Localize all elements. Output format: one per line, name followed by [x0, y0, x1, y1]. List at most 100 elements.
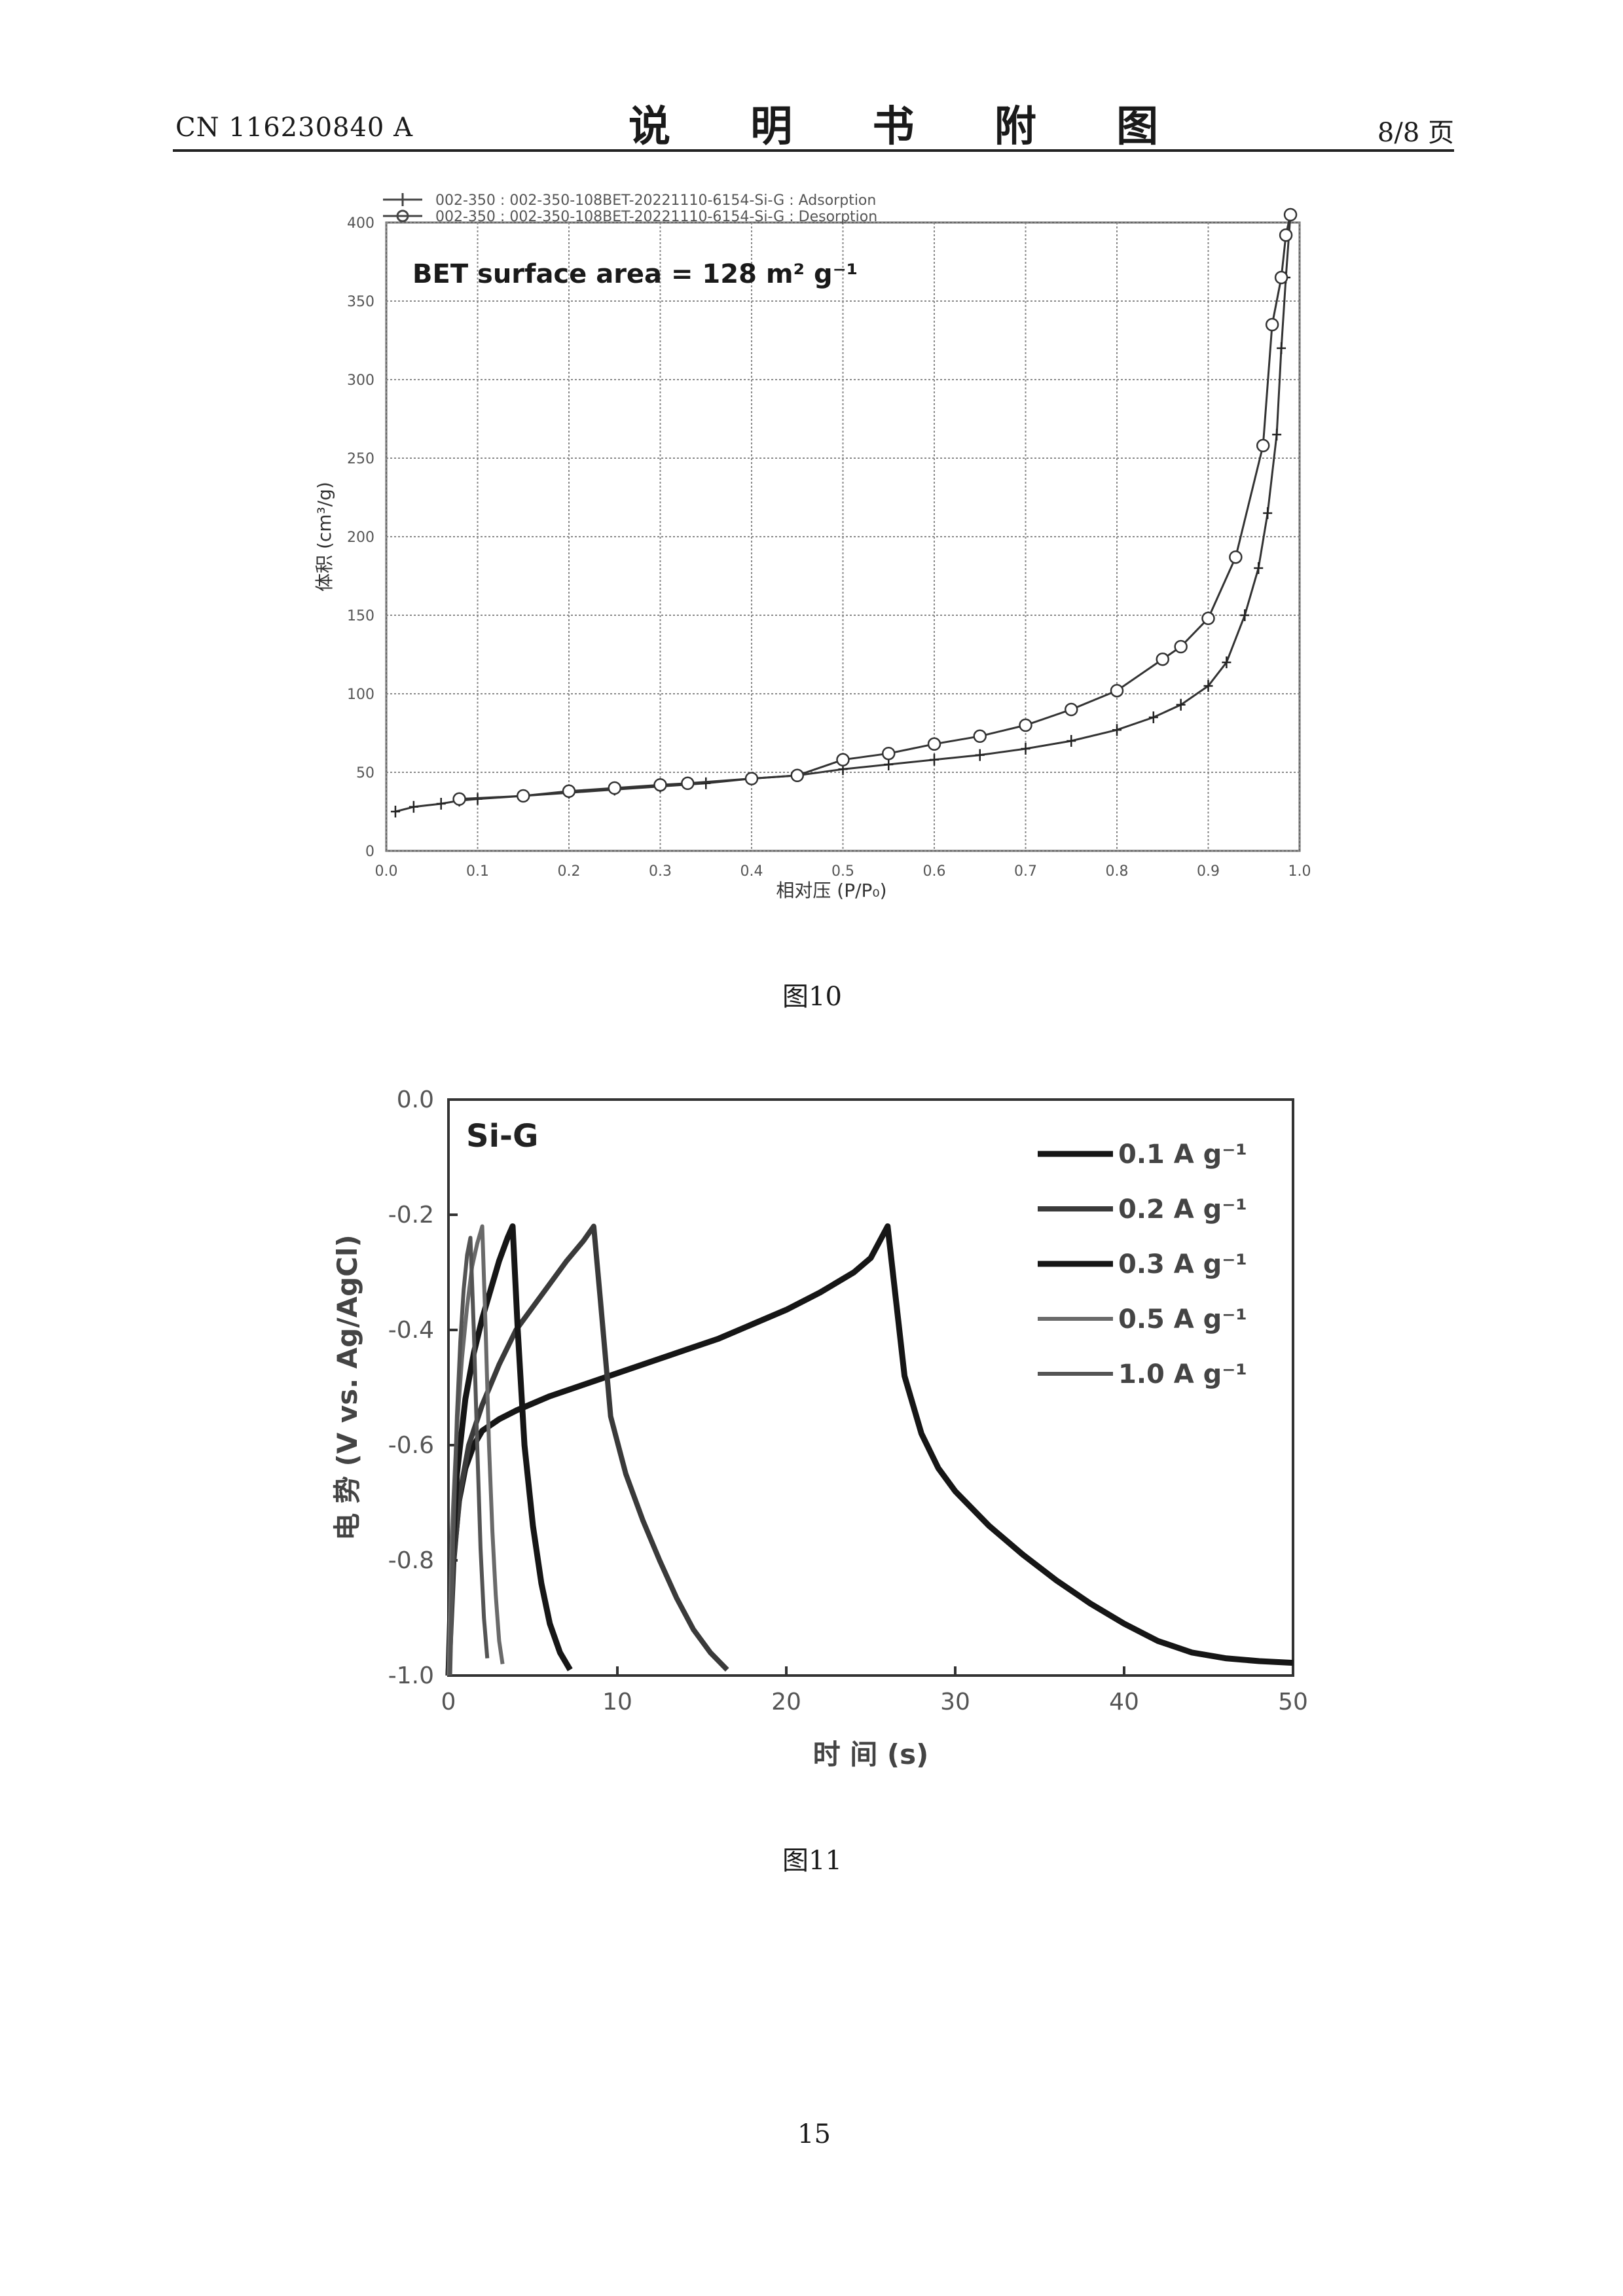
data-point — [882, 746, 896, 761]
y-tick-label: -0.4 — [388, 1317, 434, 1344]
data-point — [836, 753, 850, 767]
legend-entry: 0.5 A g⁻¹ — [1118, 1304, 1247, 1335]
figure-10-bet-isotherm: 0.0 0.1 0.2 0.3 0.4 0.5 0.6 0.7 0.8 0.9 1.0 0 50 100 1… — [314, 192, 1311, 901]
x-tick-label: 0.0 — [375, 863, 398, 880]
data-point — [1156, 652, 1169, 666]
x-tick-label: 0.3 — [649, 863, 672, 880]
data-point — [884, 759, 894, 770]
data-point — [1148, 711, 1158, 723]
legend-entry: 1.0 A g⁻¹ — [1118, 1359, 1247, 1390]
y-tick-label: -0.8 — [388, 1547, 434, 1574]
data-point — [1263, 507, 1273, 519]
data-point — [1272, 429, 1282, 440]
data-point — [608, 781, 621, 795]
series-line-1 — [445, 1223, 1294, 1676]
y-tick-label: 300 — [347, 372, 374, 389]
y-axis-label: 电 势 (V vs. Ag/AgCl) — [331, 1234, 363, 1540]
y-tick-label: -0.2 — [388, 1202, 434, 1229]
chart-legend: 002-350 : 002-350-108BET-20221110-6154-S… — [383, 192, 877, 225]
data-point — [681, 776, 695, 791]
data-point — [1065, 702, 1078, 717]
x-axis-label: 时 间 (s) — [813, 1738, 929, 1770]
legend-entry-adsorption: 002-350 : 002-350-108BET-20221110-6154-S… — [435, 192, 876, 209]
data-point — [1110, 683, 1124, 698]
data-point — [452, 792, 466, 806]
x-tick-label: 50 — [1278, 1689, 1308, 1715]
y-axis-label: 体积 (cm³/g) — [314, 482, 335, 592]
x-tick-label: 20 — [771, 1689, 801, 1715]
series-line-5 — [448, 1236, 490, 1676]
section-title: 说 明 书 附 图 — [629, 103, 1192, 151]
page-of-indicator: 8/8 页 — [1377, 118, 1454, 148]
data-point — [927, 737, 941, 751]
data-point — [1229, 550, 1243, 564]
data-point — [1112, 724, 1122, 736]
header-rule — [173, 149, 1454, 152]
document-number: CN 116230840 A — [175, 113, 413, 143]
data-point — [562, 784, 576, 798]
data-point — [1240, 609, 1250, 621]
data-point — [409, 800, 418, 813]
data-point — [744, 772, 759, 785]
data-point — [1277, 342, 1286, 354]
data-point — [1201, 611, 1215, 626]
y-tick-label: 0.0 — [397, 1086, 434, 1113]
series-line — [459, 214, 1292, 800]
legend-entry: 0.1 A g⁻¹ — [1118, 1139, 1247, 1170]
x-tick-label: 0.5 — [831, 863, 854, 880]
data-point — [975, 749, 985, 761]
y-tick-label: 50 — [356, 765, 374, 781]
x-tick-label: 0 — [441, 1689, 456, 1715]
series-line-2 — [446, 1223, 729, 1676]
series-line-4 — [447, 1224, 505, 1676]
sample-label: Si-G — [466, 1118, 538, 1155]
y-tick-label: 0 — [365, 844, 374, 860]
y-tick-label: 350 — [347, 294, 374, 310]
data-point — [1019, 718, 1032, 732]
data-point — [1274, 270, 1288, 285]
x-tick-label: 40 — [1109, 1689, 1139, 1715]
data-point — [701, 777, 711, 789]
y-tick-label: 250 — [347, 451, 374, 467]
data-point — [1203, 680, 1213, 692]
data-point — [973, 729, 987, 744]
x-axis-label: 相对压 (P/P₀) — [776, 880, 886, 901]
data-point — [1283, 207, 1298, 222]
y-tick-label: -0.6 — [388, 1432, 434, 1459]
figure-11-caption: 图11 — [782, 1846, 842, 1876]
data-point — [1067, 735, 1076, 747]
x-tick-label: 0.2 — [558, 863, 581, 880]
y-tick-label: 200 — [347, 529, 374, 546]
data-point — [930, 753, 939, 766]
data-point — [1256, 439, 1270, 453]
y-tick-label: 100 — [347, 687, 374, 703]
data-point — [1254, 562, 1264, 574]
figure-10-caption: 图10 — [782, 982, 842, 1012]
x-tick-label: 0.8 — [1106, 863, 1129, 880]
x-tick-label: 10 — [602, 1689, 632, 1715]
data-point — [1279, 228, 1293, 242]
data-point — [1174, 639, 1188, 654]
page-number: 15 — [797, 2119, 831, 2149]
legend-entry-desorption: 002-350 : 002-350-108BET-20221110-6154-S… — [435, 209, 877, 225]
data-point — [390, 806, 400, 817]
data-point — [517, 789, 530, 803]
data-point — [1021, 743, 1030, 755]
x-tick-label: 0.7 — [1014, 863, 1037, 880]
y-tick-label: -1.0 — [388, 1662, 434, 1689]
y-tick-label: 400 — [347, 215, 374, 232]
x-tick-label: 30 — [940, 1689, 970, 1715]
plot-frame — [447, 1098, 1294, 1677]
data-point — [790, 768, 804, 783]
data-point — [1265, 317, 1279, 332]
x-tick-label: 0.4 — [740, 863, 763, 880]
data-point — [436, 798, 446, 810]
series-desorption — [452, 207, 1298, 806]
series-line-3 — [445, 1223, 573, 1676]
legend-entry: 0.2 A g⁻¹ — [1118, 1194, 1247, 1225]
data-point — [653, 778, 667, 792]
bet-surface-area-annotation: BET surface area = 128 m² g⁻¹ — [412, 259, 858, 289]
data-point — [1222, 656, 1231, 668]
x-tick-label: 0.6 — [923, 863, 946, 880]
x-tick-label: 0.1 — [466, 863, 489, 880]
